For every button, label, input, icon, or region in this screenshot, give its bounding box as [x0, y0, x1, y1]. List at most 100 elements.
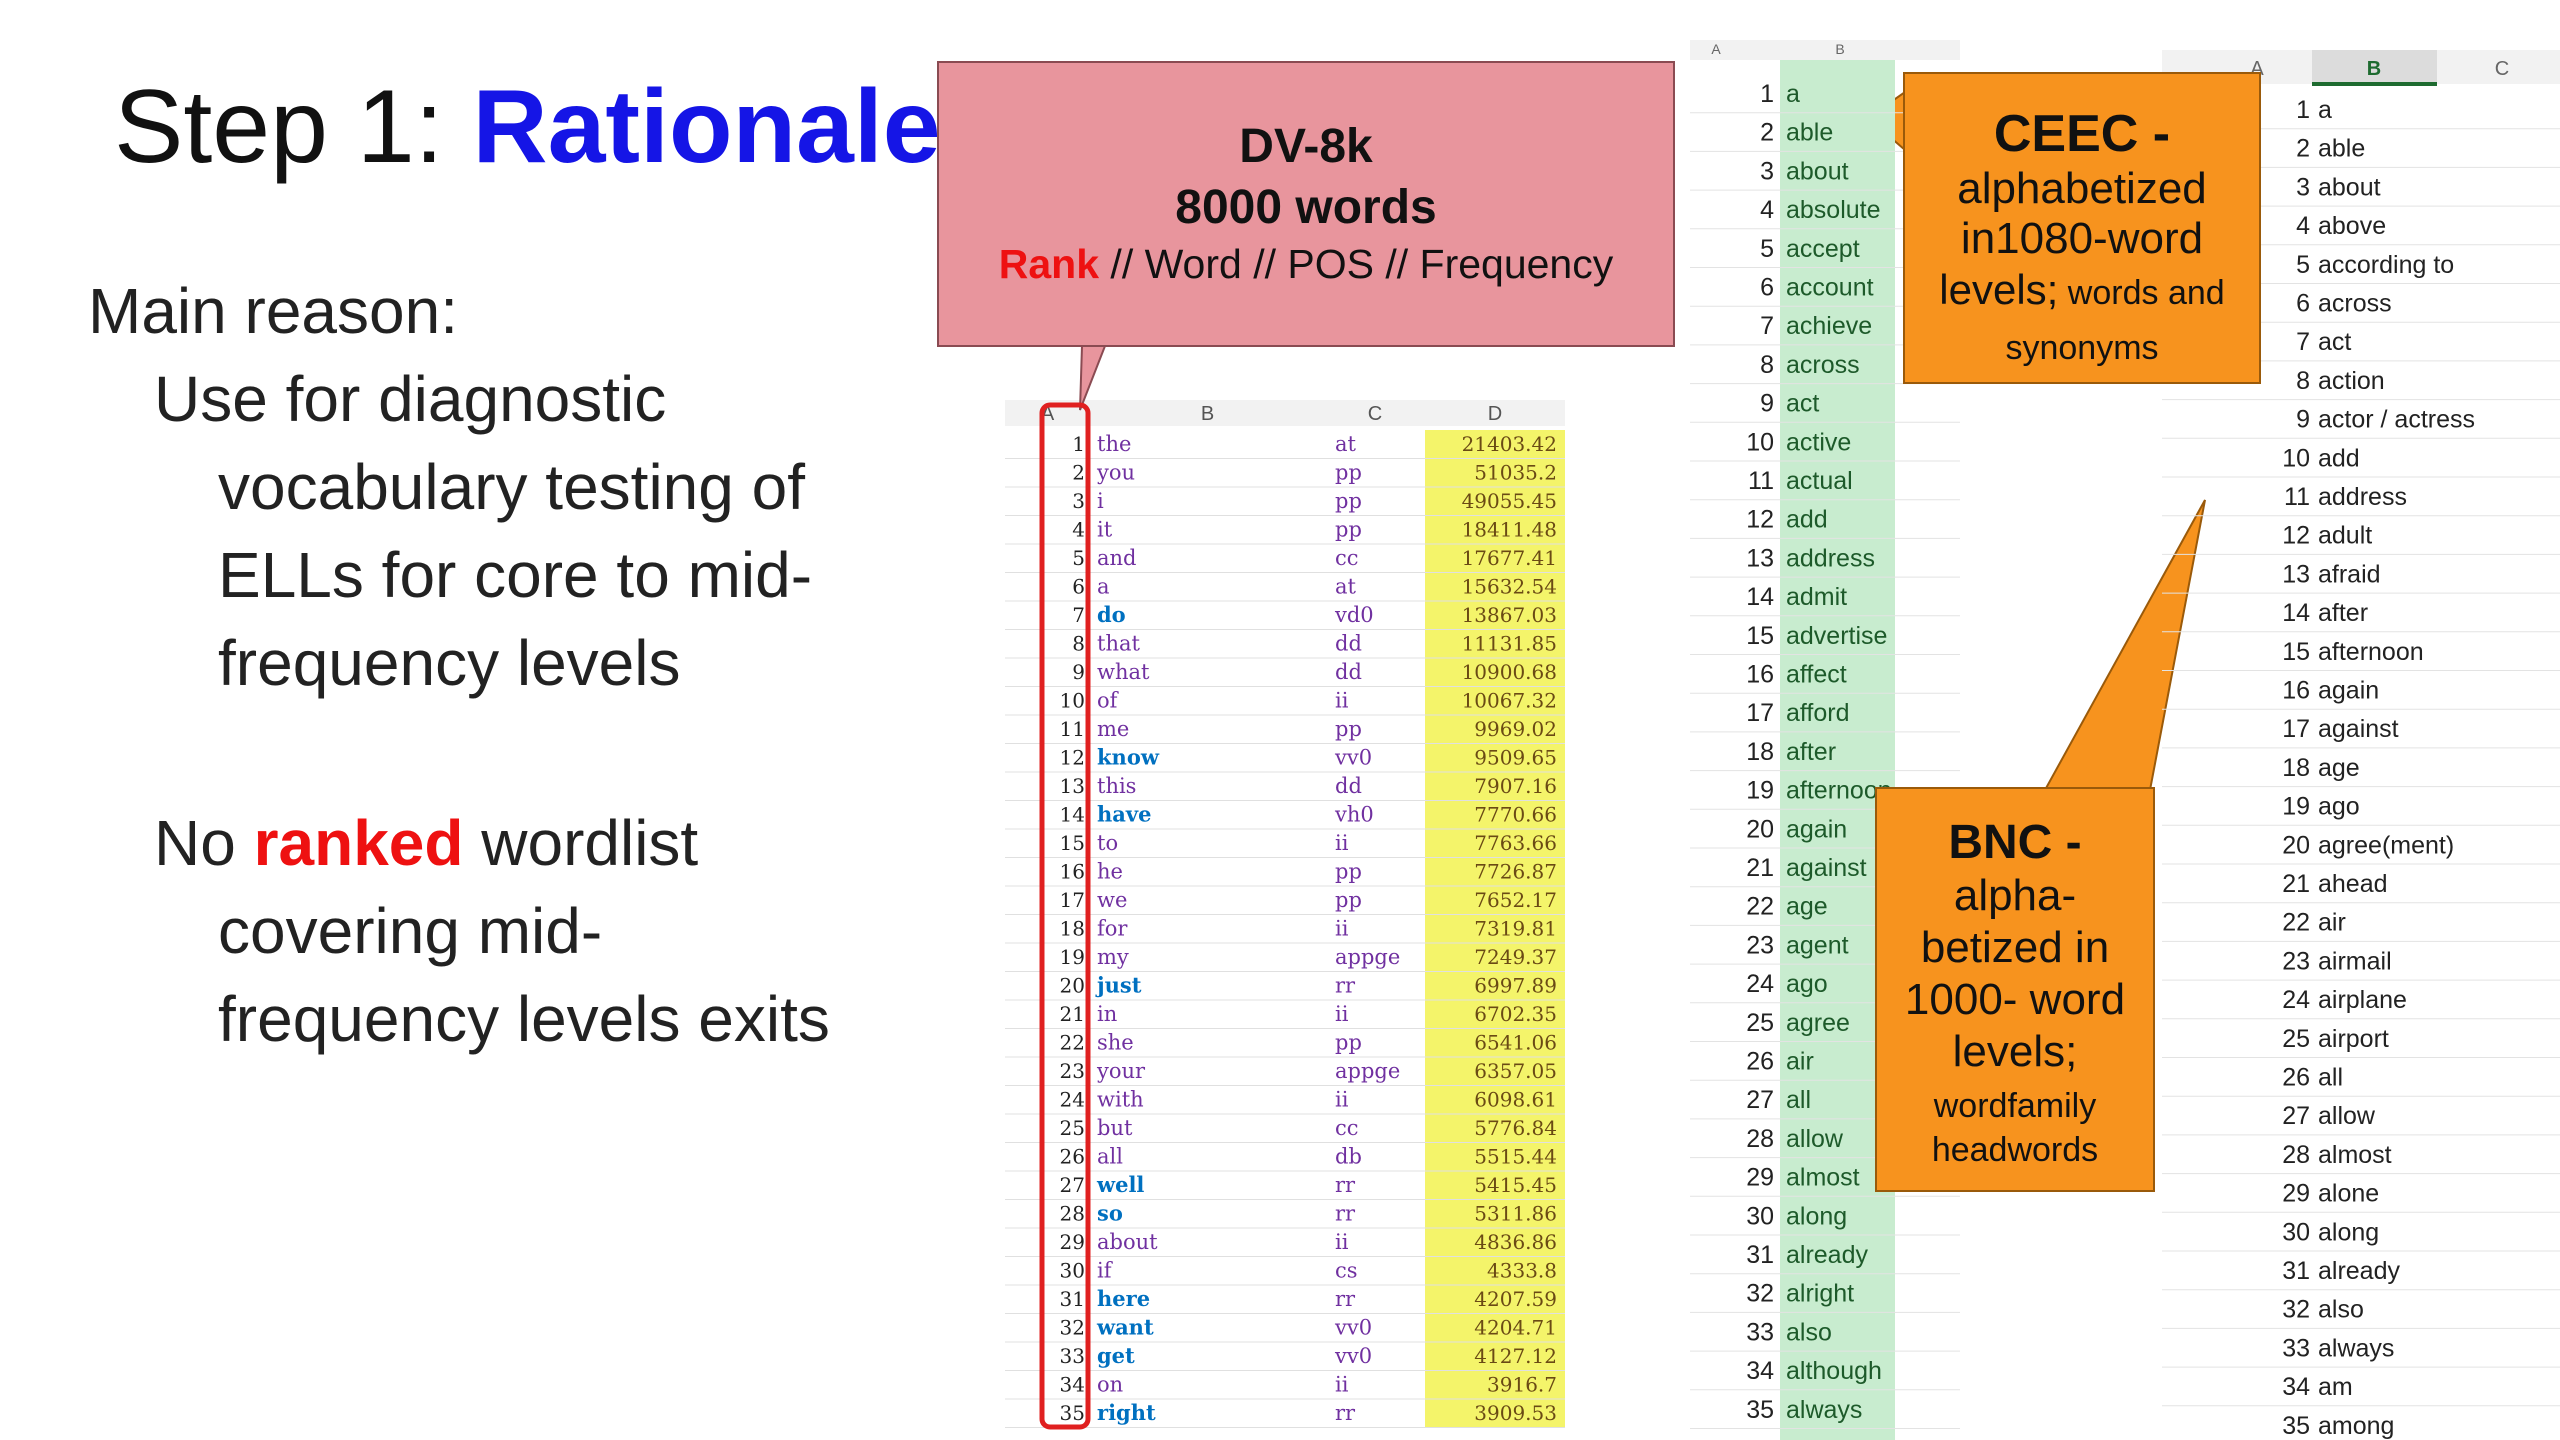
word-cell: ahead [2318, 870, 2388, 898]
word-cell: here [1097, 1286, 1150, 1311]
freq-cell: 3916.7 [1487, 1373, 1557, 1397]
row-number: 21 [2282, 870, 2310, 898]
freq-cell: 21403.42 [1462, 432, 1557, 456]
word-cell: across [2318, 290, 2392, 318]
pos-cell: dd [1335, 632, 1362, 656]
pos-cell: pp [1335, 461, 1362, 485]
dv8k-rank: Rank [998, 241, 1100, 287]
word-cell: for [1097, 917, 1128, 941]
word-cell: afraid [2318, 560, 2381, 588]
rank-cell: 14 [1060, 803, 1085, 827]
bnc-title: BNC - [1948, 816, 2082, 869]
row-number: 34 [1746, 1357, 1774, 1385]
freq-cell: 6357.05 [1474, 1059, 1557, 1083]
word-cell: actor / actress [2318, 406, 2475, 434]
word-cell: so [1097, 1201, 1123, 1226]
rank-cell: 28 [1060, 1202, 1085, 1226]
word-cell: act [2318, 328, 2351, 356]
row-number: 5 [2296, 251, 2310, 279]
pos-cell: appge [1335, 1059, 1400, 1083]
word-cell: afternoon [2318, 638, 2424, 666]
rank-cell: 24 [1060, 1088, 1085, 1112]
row-number: 30 [2282, 1218, 2310, 1246]
word-cell: airport [2318, 1025, 2389, 1053]
pos-cell: dd [1335, 660, 1362, 684]
no-prefix: No [154, 807, 254, 879]
word-cell: alright [1786, 1280, 1854, 1308]
rank-cell: 13 [1060, 774, 1085, 798]
rank-cell: 31 [1060, 1287, 1085, 1311]
rank-cell: 9 [1072, 660, 1085, 684]
row-number: 20 [1746, 815, 1774, 843]
freq-cell: 5776.84 [1474, 1116, 1557, 1140]
ceec-line-3: levels; words and [1905, 264, 2259, 326]
word-cell: active [1786, 428, 1851, 456]
word-cell: against [1786, 854, 1867, 882]
row-number: 29 [1746, 1164, 1774, 1192]
row-number: 22 [1746, 893, 1774, 921]
row-number: 5 [1760, 235, 1774, 263]
rank-cell: 33 [1060, 1344, 1085, 1368]
pos-cell: cs [1335, 1259, 1358, 1283]
row-number: 16 [2282, 677, 2310, 705]
freq-cell: 18411.48 [1462, 518, 1557, 542]
rank-cell: 19 [1060, 945, 1085, 969]
word-cell: she [1097, 1031, 1134, 1055]
word-column-fill [1780, 60, 1895, 1440]
dv8k-sheet: A B C D 1 the at 21403.42 2 you pp 51035.2 3 i pp 49055… [1005, 400, 1615, 1435]
row-number: 28 [2282, 1141, 2310, 1169]
row-number: 18 [1746, 738, 1774, 766]
diag-line-4: frequency levels [218, 627, 681, 699]
freq-cell: 10067.32 [1462, 689, 1557, 713]
column-header-c: C [1368, 403, 1382, 425]
word-cell: we [1097, 888, 1127, 912]
row-number: 25 [1746, 1009, 1774, 1037]
pos-cell: pp [1335, 860, 1362, 884]
word-cell: again [1786, 815, 1847, 843]
dv8k-callout: DV-8k 8000 words Rank // Word // POS // … [937, 61, 1675, 347]
word-cell: all [1097, 1145, 1123, 1169]
rank-cell: 22 [1060, 1031, 1085, 1055]
word-cell: have [1097, 802, 1151, 827]
cover-line-2: frequency levels exits [218, 983, 830, 1055]
word-cell: know [1097, 745, 1160, 770]
pos-cell: pp [1335, 1031, 1362, 1055]
row-number: 19 [2282, 793, 2310, 821]
rank-cell: 18 [1060, 917, 1085, 941]
row-number: 35 [1746, 1396, 1774, 1424]
no-ranked-line: No ranked wordlist [154, 806, 698, 880]
freq-cell: 6997.89 [1474, 974, 1557, 998]
pos-cell: at [1335, 575, 1357, 599]
row-number: 31 [1746, 1241, 1774, 1269]
word-cell: across [1786, 351, 1860, 379]
pos-cell: rr [1335, 974, 1356, 998]
word-cell: me [1097, 717, 1129, 741]
word-cell: all [2318, 1064, 2343, 1092]
word-cell: absolute [1786, 196, 1881, 224]
freq-cell: 5515.44 [1474, 1145, 1557, 1169]
pos-cell: ii [1335, 1002, 1349, 1026]
word-cell: afternoon [1786, 777, 1892, 805]
row-number: 4 [2296, 212, 2310, 240]
column-header-a: A [1711, 41, 1721, 57]
pos-cell: ii [1335, 917, 1349, 941]
word-cell: ago [2318, 793, 2360, 821]
freq-cell: 10900.68 [1462, 660, 1557, 684]
row-number: 1 [2296, 96, 2310, 124]
row-number: 33 [2282, 1334, 2310, 1362]
rank-cell: 10 [1060, 689, 1085, 713]
row-number: 28 [1746, 1125, 1774, 1153]
row-number: 15 [2282, 638, 2310, 666]
row-number: 22 [2282, 909, 2310, 937]
rank-cell: 16 [1060, 860, 1085, 884]
freq-column-fill [1425, 430, 1565, 1428]
row-number: 13 [2282, 560, 2310, 588]
word-cell: agent [1786, 931, 1849, 959]
word-cell: also [1786, 1318, 1832, 1346]
rank-cell: 12 [1060, 746, 1085, 770]
rank-cell: 32 [1060, 1316, 1085, 1340]
dv8k-subtitle: 8000 words [1175, 181, 1437, 234]
word-cell: want [1096, 1315, 1154, 1340]
word-cell: along [2318, 1218, 2379, 1246]
word-cell: well [1096, 1172, 1144, 1197]
